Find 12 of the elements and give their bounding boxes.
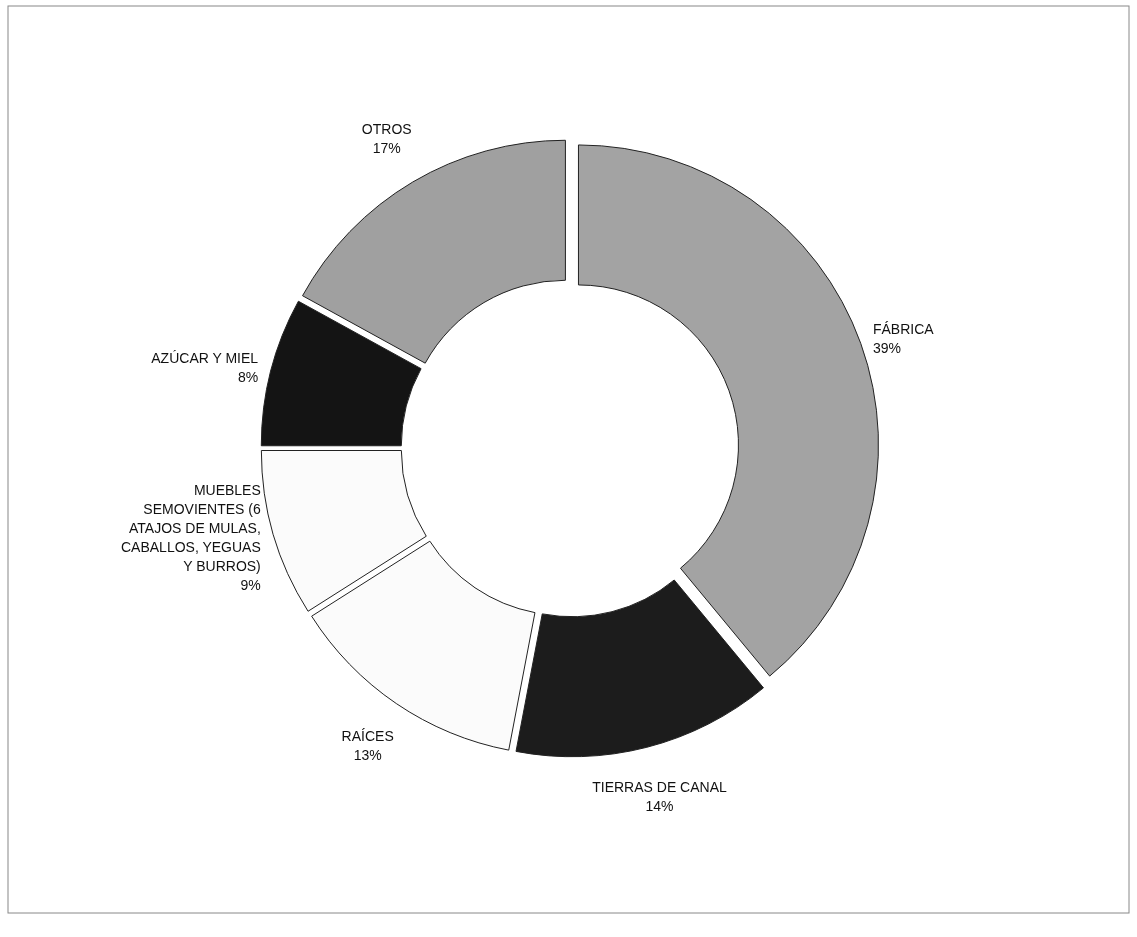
slice-label: MUEBLES SEMOVIENTES (6 ATAJOS DE MULAS, CABALLOS, YEGUAS Y BURROS) — [120, 482, 261, 575]
slice-label: AZÚCAR Y MIEL — [151, 350, 259, 367]
data-label: 14% — [645, 798, 674, 815]
data-label: 9% — [240, 577, 261, 594]
slice-label: TIERRAS DE CANAL — [592, 779, 728, 796]
data-label: 13% — [353, 747, 382, 764]
data-label: 39% — [872, 340, 901, 357]
data-label: 17% — [372, 139, 401, 156]
slice-label: OTROS — [361, 120, 412, 137]
data-label: 8% — [237, 369, 259, 386]
slice-label: RAÍCES — [341, 728, 394, 745]
slice-label: FÁBRICA — [872, 321, 935, 338]
